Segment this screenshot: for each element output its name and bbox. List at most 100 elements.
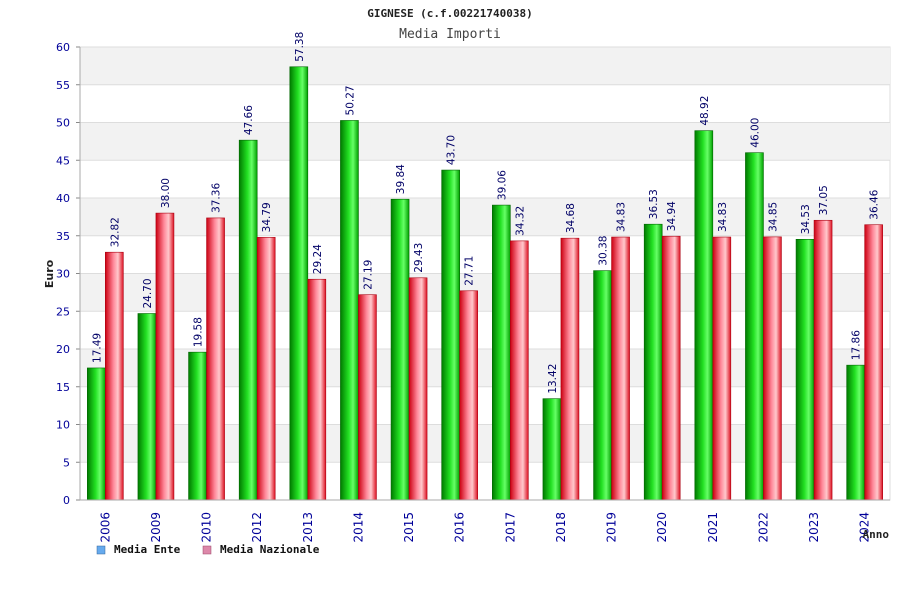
- bar-media-ente: [492, 204, 511, 501]
- y-tick-label: 60: [56, 41, 70, 54]
- data-label: 36.53: [648, 189, 660, 219]
- data-label: 29.24: [312, 244, 324, 274]
- bar-media-nazionale: [763, 236, 782, 501]
- x-tick-label: 2020: [655, 512, 669, 543]
- bar-media-nazionale: [661, 235, 681, 501]
- bar-media-nazionale: [611, 236, 630, 501]
- data-label: 34.68: [565, 203, 577, 233]
- data-label: 34.85: [767, 202, 779, 232]
- data-label: 47.66: [243, 105, 255, 135]
- x-tick-label: 2013: [301, 512, 315, 543]
- bar-media-nazionale: [560, 237, 580, 501]
- grid-band: [80, 122, 890, 161]
- y-tick-label: 10: [56, 419, 70, 432]
- x-tick-label: 2017: [503, 512, 517, 543]
- bars: 17.49 32.82 24.70 38.00 19.58 37.36 47.66 34.79…: [87, 32, 883, 501]
- data-label: 39.84: [395, 164, 407, 194]
- bar-media-nazionale: [408, 277, 428, 501]
- legend-label-media-nazionale: Media Nazionale: [220, 543, 320, 556]
- y-tick-label: 50: [56, 117, 70, 130]
- data-label: 13.42: [547, 364, 559, 394]
- data-label: 43.70: [446, 135, 458, 165]
- bar-media-nazionale: [206, 217, 225, 501]
- bar-media-ente: [340, 120, 359, 501]
- data-label: 50.27: [344, 85, 356, 115]
- x-tick-label: 2012: [250, 512, 264, 543]
- data-label: 17.49: [91, 333, 103, 363]
- y-tick-label: 20: [56, 343, 70, 356]
- x-tick-label: 2023: [807, 512, 821, 543]
- x-tick-label: 2019: [605, 512, 619, 543]
- bar-media-nazionale: [712, 236, 732, 501]
- bar-media-nazionale: [813, 219, 833, 501]
- x-axis-label: Anno: [863, 528, 890, 541]
- bar-media-ente: [188, 351, 207, 501]
- x-tick-label: 2006: [98, 512, 112, 543]
- bar-media-ente: [795, 238, 815, 501]
- y-tick-label: 55: [56, 79, 70, 92]
- y-tick-label: 45: [56, 154, 70, 167]
- data-label: 34.79: [261, 202, 273, 232]
- grid-band: [80, 47, 890, 85]
- data-label: 24.70: [142, 278, 154, 308]
- data-label: 39.06: [496, 170, 508, 200]
- bar-media-nazionale: [358, 294, 377, 501]
- data-label: 17.86: [851, 330, 863, 360]
- legend-label-media-ente: Media Ente: [114, 543, 181, 556]
- bar-media-ente: [289, 66, 309, 501]
- data-label: 37.05: [818, 185, 830, 215]
- y-axis-label: Euro: [43, 259, 56, 288]
- x-tick-label: 2024: [858, 512, 872, 543]
- data-label: 34.32: [514, 206, 526, 236]
- data-label: 57.38: [294, 32, 306, 62]
- data-label: 34.94: [666, 201, 678, 231]
- data-label: 30.38: [598, 236, 610, 266]
- x-tick-label: 2014: [351, 512, 365, 543]
- y-tick-label: 25: [56, 305, 70, 318]
- bar-media-ente: [137, 313, 157, 501]
- bar-media-ente: [390, 198, 410, 501]
- bar-media-ente: [542, 398, 562, 501]
- x-tick-label: 2016: [453, 512, 467, 543]
- x-tick-label: 2015: [402, 512, 416, 543]
- data-label: 34.83: [717, 202, 729, 232]
- x-tick-label: 2009: [149, 512, 163, 543]
- bar-media-nazionale: [459, 290, 478, 501]
- data-label: 34.53: [800, 204, 812, 234]
- bar-media-nazionale: [155, 212, 175, 501]
- bar-media-ente: [846, 364, 865, 501]
- x-tick-label: 2021: [706, 512, 720, 543]
- x-tick-label: 2022: [756, 512, 770, 543]
- data-label: 46.00: [749, 118, 761, 148]
- data-label: 37.36: [211, 183, 223, 213]
- chart-title: GIGNESE (c.f.00221740038): [367, 7, 533, 20]
- y-tick-label: 15: [56, 381, 70, 394]
- y-tick-label: 30: [56, 268, 70, 281]
- bar-media-ente: [87, 367, 106, 501]
- bar-media-ente: [593, 270, 612, 501]
- bar-media-ente: [238, 139, 258, 501]
- x-tick-label: 2018: [554, 512, 568, 543]
- data-label: 29.43: [413, 243, 425, 273]
- bar-media-nazionale: [256, 237, 276, 501]
- bar-media-ente: [694, 130, 714, 501]
- data-label: 38.00: [160, 178, 172, 208]
- bar-media-ente: [643, 223, 663, 501]
- legend: Media Ente Media Nazionale: [96, 543, 320, 556]
- chart-subtitle: Media Importi: [399, 27, 501, 42]
- bar-media-ente: [745, 152, 764, 501]
- bar-media-nazionale: [307, 278, 327, 501]
- x-axis: 2006 2009 2010 2012 2013 2014 2015 2016 2017 2018…: [80, 499, 890, 543]
- bar-media-ente: [441, 169, 460, 501]
- data-label: 27.71: [464, 256, 476, 286]
- x-tick-label: 2010: [200, 512, 214, 543]
- data-label: 34.83: [616, 202, 628, 232]
- y-tick-label: 5: [63, 456, 70, 469]
- y-tick-label: 35: [56, 230, 70, 243]
- data-label: 36.46: [869, 189, 881, 219]
- bar-media-nazionale: [510, 240, 529, 501]
- y-tick-label: 40: [56, 192, 70, 205]
- y-tick-label: 0: [63, 494, 70, 507]
- data-label: 32.82: [109, 217, 121, 247]
